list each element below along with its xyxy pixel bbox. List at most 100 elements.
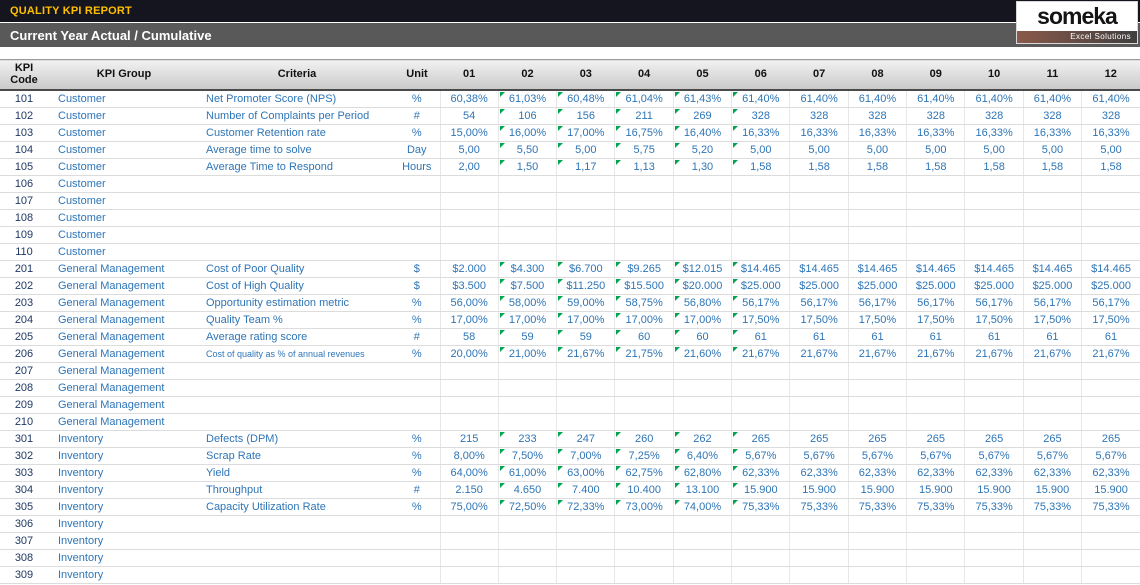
month-value-cell[interactable]: 21,67% <box>964 345 1024 363</box>
month-value-cell[interactable]: 5,00 <box>439 141 499 159</box>
month-value-cell[interactable]: $12.015 <box>672 260 732 278</box>
month-value-cell[interactable] <box>1022 532 1082 550</box>
month-value-cell[interactable] <box>731 379 790 397</box>
month-value-cell[interactable]: 7,00% <box>556 447 615 465</box>
criteria-cell[interactable] <box>200 362 394 380</box>
month-value-cell[interactable]: 233 <box>497 430 557 448</box>
month-value-cell[interactable] <box>1022 413 1082 431</box>
month-value-cell[interactable] <box>439 532 499 550</box>
month-value-cell[interactable]: 269 <box>672 107 732 125</box>
month-value-cell[interactable] <box>789 192 849 210</box>
month-value-cell[interactable] <box>497 243 557 261</box>
month-value-cell[interactable]: $11.250 <box>556 277 615 295</box>
month-value-cell[interactable] <box>731 566 790 584</box>
month-value-cell[interactable]: 15.900 <box>906 481 965 499</box>
month-value-cell[interactable] <box>847 192 907 210</box>
month-value-cell[interactable]: $9.265 <box>614 260 674 278</box>
month-value-cell[interactable] <box>556 566 615 584</box>
kpi-group-cell[interactable]: General Management <box>48 362 200 380</box>
kpi-code-cell[interactable]: 207 <box>0 362 48 380</box>
month-value-cell[interactable]: 1,58 <box>731 158 790 176</box>
unit-cell[interactable] <box>394 175 440 193</box>
month-value-cell[interactable] <box>964 532 1024 550</box>
month-value-cell[interactable] <box>789 413 849 431</box>
month-value-cell[interactable]: $25.000 <box>789 277 849 295</box>
month-value-cell[interactable] <box>1081 175 1140 193</box>
unit-cell[interactable]: % <box>394 294 440 312</box>
unit-cell[interactable] <box>394 209 440 227</box>
month-value-cell[interactable] <box>672 226 732 244</box>
month-value-cell[interactable] <box>1081 532 1140 550</box>
month-value-cell[interactable] <box>1022 209 1082 227</box>
month-value-cell[interactable] <box>789 379 849 397</box>
month-value-cell[interactable] <box>847 396 907 414</box>
month-value-cell[interactable]: 265 <box>847 430 907 448</box>
month-value-cell[interactable]: 5,67% <box>1022 447 1082 465</box>
month-value-cell[interactable]: 15,00% <box>439 124 499 142</box>
kpi-code-cell[interactable]: 108 <box>0 209 48 227</box>
month-value-cell[interactable]: 5,00 <box>906 141 965 159</box>
month-value-cell[interactable]: 61,40% <box>731 89 790 108</box>
kpi-code-cell[interactable]: 305 <box>0 498 48 516</box>
kpi-code-cell[interactable]: 209 <box>0 396 48 414</box>
month-value-cell[interactable]: $14.465 <box>906 260 965 278</box>
month-value-cell[interactable] <box>789 226 849 244</box>
month-value-cell[interactable] <box>439 226 499 244</box>
month-value-cell[interactable]: 17,00% <box>497 311 557 329</box>
month-value-cell[interactable] <box>556 226 615 244</box>
month-value-cell[interactable] <box>1081 192 1140 210</box>
month-value-cell[interactable] <box>906 362 965 380</box>
unit-cell[interactable]: % <box>394 89 440 108</box>
month-value-cell[interactable] <box>439 549 499 567</box>
month-value-cell[interactable]: $25.000 <box>964 277 1024 295</box>
month-value-cell[interactable] <box>497 549 557 567</box>
month-value-cell[interactable]: 262 <box>672 430 732 448</box>
kpi-code-cell[interactable]: 105 <box>0 158 48 176</box>
month-value-cell[interactable]: $4.300 <box>497 260 557 278</box>
month-value-cell[interactable] <box>847 532 907 550</box>
month-value-cell[interactable] <box>614 192 674 210</box>
unit-cell[interactable]: # <box>394 107 440 125</box>
month-value-cell[interactable] <box>1081 379 1140 397</box>
unit-cell[interactable] <box>394 243 440 261</box>
month-value-cell[interactable] <box>556 413 615 431</box>
month-value-cell[interactable]: 21,67% <box>789 345 849 363</box>
month-value-cell[interactable] <box>789 549 849 567</box>
kpi-code-cell[interactable]: 210 <box>0 413 48 431</box>
unit-cell[interactable]: % <box>394 447 440 465</box>
criteria-cell[interactable]: Throughput <box>200 481 394 499</box>
month-value-cell[interactable] <box>964 243 1024 261</box>
month-value-cell[interactable] <box>614 243 674 261</box>
month-value-cell[interactable] <box>672 566 732 584</box>
month-value-cell[interactable]: $25.000 <box>906 277 965 295</box>
criteria-cell[interactable]: Yield <box>200 464 394 482</box>
month-value-cell[interactable] <box>731 209 790 227</box>
month-value-cell[interactable]: 328 <box>789 107 849 125</box>
month-value-cell[interactable]: $15.500 <box>614 277 674 295</box>
month-value-cell[interactable]: 61 <box>1022 328 1082 346</box>
month-value-cell[interactable] <box>789 566 849 584</box>
month-value-cell[interactable]: 61,04% <box>614 89 674 108</box>
kpi-group-cell[interactable]: General Management <box>48 379 200 397</box>
month-value-cell[interactable]: 5,00 <box>556 141 615 159</box>
month-value-cell[interactable]: 15.900 <box>789 481 849 499</box>
month-value-cell[interactable] <box>439 209 499 227</box>
month-value-cell[interactable]: 16,33% <box>964 124 1024 142</box>
month-value-cell[interactable] <box>614 549 674 567</box>
kpi-group-cell[interactable]: General Management <box>48 328 200 346</box>
unit-cell[interactable]: Hours <box>394 158 440 176</box>
month-value-cell[interactable]: 62,33% <box>906 464 965 482</box>
month-value-cell[interactable] <box>439 396 499 414</box>
kpi-code-cell[interactable]: 106 <box>0 175 48 193</box>
month-value-cell[interactable]: 15.900 <box>731 481 790 499</box>
month-value-cell[interactable] <box>789 209 849 227</box>
month-value-cell[interactable]: 5,67% <box>1081 447 1140 465</box>
month-value-cell[interactable] <box>731 192 790 210</box>
month-value-cell[interactable] <box>906 515 965 533</box>
kpi-code-cell[interactable]: 309 <box>0 566 48 584</box>
month-value-cell[interactable]: 16,33% <box>906 124 965 142</box>
criteria-cell[interactable]: Net Promoter Score (NPS) <box>200 89 394 108</box>
month-value-cell[interactable] <box>731 413 790 431</box>
month-value-cell[interactable] <box>964 209 1024 227</box>
month-value-cell[interactable] <box>614 362 674 380</box>
